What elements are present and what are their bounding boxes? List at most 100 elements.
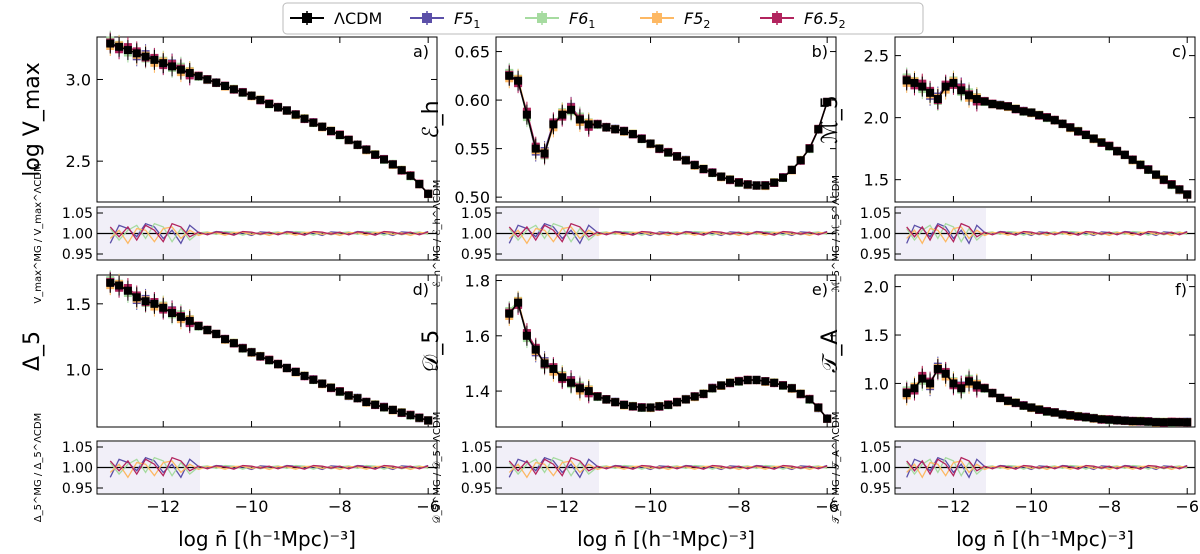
data-point [646, 139, 655, 148]
panel-letter: c) [1172, 42, 1187, 61]
legend: ΛCDM F51 F61 F52 F6.52 [282, 2, 924, 35]
panel-letter: e) [812, 280, 828, 299]
data-point [980, 384, 989, 393]
data-point [646, 403, 655, 412]
data-point [1167, 418, 1176, 427]
data-point [770, 178, 779, 187]
data-point [203, 326, 212, 335]
y-tick-label: 2.0 [864, 278, 889, 297]
data-point [1089, 134, 1098, 143]
data-point [1042, 407, 1051, 416]
legend-marker [652, 13, 662, 23]
y-tick-label: 1.5 [66, 295, 91, 314]
legend-label: F61 [569, 9, 595, 31]
ratio-line-F6.5_2 [508, 456, 828, 477]
series-F5_1 [106, 271, 433, 424]
y-tick-label: 1.8 [465, 272, 490, 291]
data-point [1035, 405, 1044, 414]
data-point [406, 411, 415, 420]
data-point [602, 395, 611, 404]
data-point [814, 403, 823, 412]
data-point [185, 68, 194, 77]
data-point [726, 175, 735, 184]
data-point [168, 62, 177, 71]
data-point [203, 75, 212, 84]
ratio-y-tick-label: 1.05 [62, 206, 93, 222]
y-axis-label: ℳ_5 [818, 95, 843, 144]
ratio-y-tick-label: 1.05 [860, 440, 891, 456]
data-point [637, 403, 646, 412]
data-point [238, 88, 247, 97]
ratio-panel: 1.05 1.00 0.95 ℳ_5^MG / ℳ_5^ΛCDM [831, 175, 1196, 292]
data-point [1113, 147, 1122, 156]
data-point [628, 130, 637, 139]
ratio-y-tick-label: 1.05 [461, 440, 492, 456]
data-point [406, 171, 415, 180]
series-line [906, 77, 1188, 195]
data-point [690, 161, 699, 170]
ratio-panel: 1.05 1.00 0.95 Δ_5^MG / Δ_5^ΛCDM −12 −10 −8 −6 [33, 413, 440, 522]
panel-a: 2.5 3.0 a) log V_max 1.05 1.00 0.95 V_max^MG / … [20, 30, 438, 304]
data-point [918, 374, 927, 383]
y-axis-label: ℰ_h [419, 100, 444, 138]
data-point [522, 331, 531, 340]
data-point [664, 148, 673, 157]
data-point [388, 405, 397, 414]
data-point [318, 379, 327, 388]
data-point [673, 398, 682, 407]
data-point [1120, 416, 1129, 425]
ratio-y-label: ℳ_5^MG / ℳ_5^ΛCDM [831, 175, 842, 292]
x-axis-labels: log n̄ [(h⁻¹Mpc)⁻³] log n̄ [(h⁻¹Mpc)⁻³] lo… [178, 527, 1134, 551]
series-line [110, 44, 429, 195]
data-point [221, 335, 230, 344]
data-point [362, 398, 371, 407]
series-LCDM [505, 292, 832, 423]
data-point [1183, 418, 1192, 427]
series-F6.5_2 [106, 271, 433, 425]
y-axis-label: 𝒯_A [818, 330, 843, 373]
data-point [567, 378, 576, 387]
data-point [664, 400, 673, 409]
data-point [584, 120, 593, 129]
data-point [996, 101, 1005, 110]
x-tick-label: −6 [1175, 497, 1199, 516]
panel-letter: f) [1175, 280, 1187, 299]
main-axes-frame [495, 274, 837, 428]
y-tick-label: 2.0 [864, 109, 889, 128]
data-point [1152, 170, 1161, 179]
series-line [906, 76, 1188, 196]
data-point [212, 329, 221, 338]
data-point [823, 414, 832, 423]
x-tick-label: −8 [328, 497, 352, 516]
data-point [575, 384, 584, 393]
data-point [957, 86, 966, 95]
data-point [1027, 403, 1036, 412]
ratio-y-tick-label: 1.05 [461, 206, 492, 222]
panel-letter: a) [413, 42, 429, 61]
data-point [371, 150, 380, 159]
x-axis-label: log n̄ [(h⁻¹Mpc)⁻³] [577, 527, 755, 551]
data-point [575, 115, 584, 124]
data-point [514, 76, 523, 85]
data-point [996, 393, 1005, 402]
data-point [681, 156, 690, 165]
data-point [690, 392, 699, 401]
ratio-line-F6.5_2 [109, 456, 429, 477]
data-point [620, 127, 629, 136]
data-point [1175, 418, 1184, 427]
data-point [1042, 113, 1051, 122]
data-point [247, 348, 256, 357]
data-point [380, 403, 389, 412]
data-point [388, 160, 397, 169]
ratio-line-F6.5_2 [906, 456, 1188, 478]
data-point [265, 356, 274, 365]
data-point [637, 134, 646, 143]
data-point [734, 377, 743, 386]
data-point [628, 402, 637, 411]
data-point [300, 371, 309, 380]
ratio-line-F6.5_2 [109, 222, 429, 243]
data-point [505, 309, 514, 318]
data-point [1152, 418, 1161, 427]
panel-letter: d) [413, 280, 429, 299]
data-point [1128, 155, 1137, 164]
